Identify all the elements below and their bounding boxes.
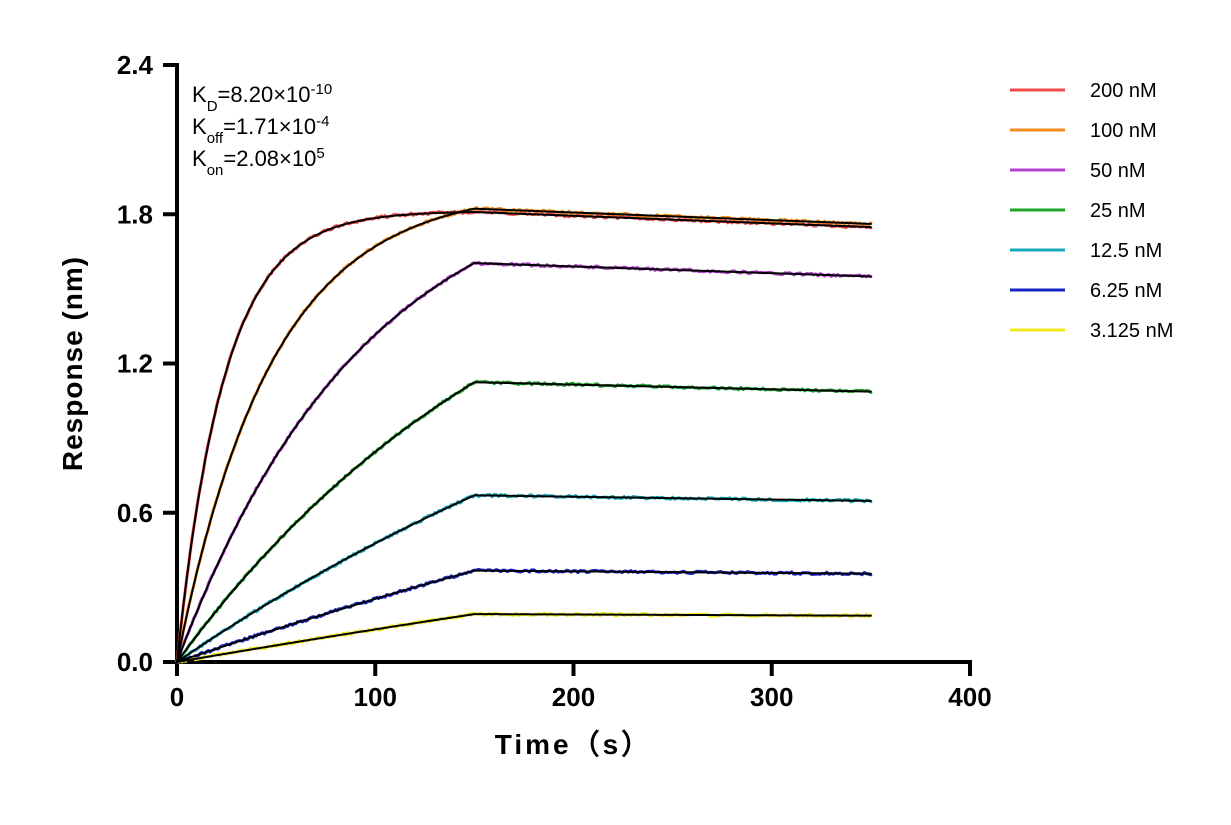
legend-label: 100 nM	[1090, 120, 1157, 142]
x-axis-title: Time（s）	[495, 728, 652, 760]
x-tick-label: 300	[750, 682, 793, 712]
legend-label: 3.125 nM	[1090, 320, 1173, 342]
legend-label: 200 nM	[1090, 80, 1157, 102]
legend-label: 25 nM	[1090, 200, 1146, 222]
y-tick-label: 2.4	[117, 50, 154, 80]
x-tick-label: 400	[948, 682, 991, 712]
x-tick-label: 200	[552, 682, 595, 712]
y-tick-label: 0.0	[117, 647, 153, 677]
x-tick-label: 0	[170, 682, 184, 712]
legend-label: 50 nM	[1090, 160, 1146, 182]
binding-kinetics-chart: 0 100 200 300 400 0.0 0.6 1.2 1.8 2.4 Time（s） Respo…	[0, 0, 1231, 825]
legend-label: 6.25 nM	[1090, 280, 1162, 302]
x-tick-label: 100	[354, 682, 397, 712]
y-axis-title: Response (nm)	[57, 256, 88, 471]
y-tick-label: 0.6	[117, 498, 153, 528]
legend-label: 12.5 nM	[1090, 240, 1162, 262]
chart-container: 0 100 200 300 400 0.0 0.6 1.2 1.8 2.4 Time（s） Respo…	[0, 0, 1231, 825]
y-tick-label: 1.2	[117, 349, 153, 379]
y-tick-label: 1.8	[117, 199, 153, 229]
